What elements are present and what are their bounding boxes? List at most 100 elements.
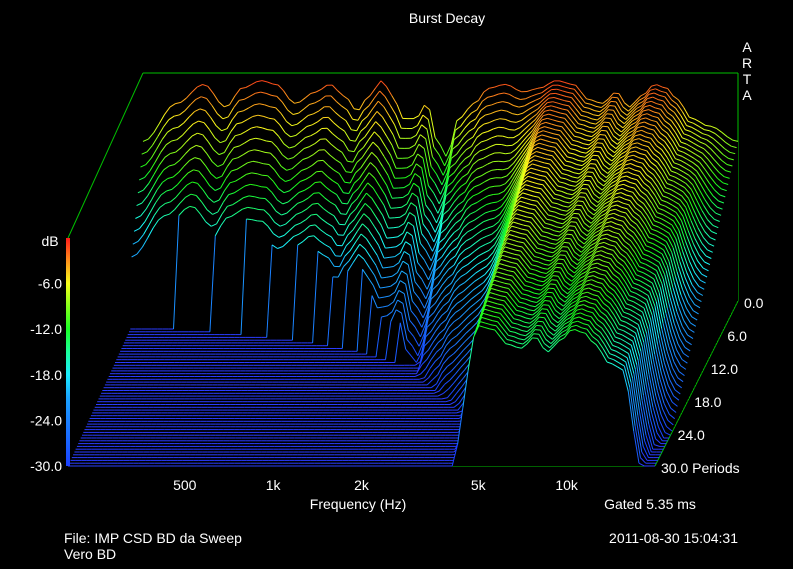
trace-segment [622,156,629,164]
trace-segment [319,95,326,101]
trace-segment [644,121,651,125]
trace-segment [577,217,584,228]
trace-segment [486,259,493,267]
trace-segment [436,285,443,295]
trace-segment [631,196,638,204]
trace-segment [681,175,688,180]
trace-segment [646,195,653,204]
trace-segment [541,152,548,156]
trace-segment [683,283,690,297]
trace-segment [639,171,646,180]
trace-segment [592,127,599,133]
trace-segment [428,280,435,305]
trace-segment [545,199,552,208]
trace-segment [181,184,188,192]
trace-segment [557,222,563,225]
trace-segment [525,95,532,100]
trace-segment [248,195,255,198]
trace-segment [272,180,280,189]
trace-segment [622,122,629,129]
trace-segment [457,136,464,145]
trace-segment [606,96,613,104]
trace-segment [704,261,711,266]
trace-segment [630,163,637,167]
trace-segment [615,127,622,133]
trace-segment [442,268,450,277]
trace-segment [426,240,433,252]
trace-segment [235,177,242,182]
trace-segment [424,340,431,347]
trace-segment [436,314,443,323]
trace-segment [669,148,676,159]
trace-segment [139,221,146,229]
trace-segment [367,108,374,117]
trace-segment [662,124,670,130]
trace-segment [659,153,667,162]
trace-segment [379,186,386,196]
trace-segment [685,241,692,256]
trace-segment [191,86,198,93]
trace-segment [623,183,630,188]
trace-segment [515,173,522,186]
trace-segment [498,228,505,243]
trace-segment [579,119,586,122]
trace-segment [352,221,359,231]
trace-segment [562,90,568,93]
trace-segment [484,267,491,275]
trace-segment [227,204,233,207]
trace-segment [651,100,657,105]
trace-segment [703,129,710,132]
trace-segment [505,83,511,87]
trace-segment [263,209,270,216]
trace-segment [636,129,642,133]
trace-segment [442,357,450,365]
trace-segment [612,200,619,203]
trace-segment [233,189,240,194]
trace-segment [587,130,594,133]
trace-segment [198,170,205,179]
trace-segment [579,169,586,175]
trace-segment [421,358,428,366]
trace-segment [682,111,689,122]
trace-segment [146,144,153,153]
trace-segment [601,184,608,191]
trace-segment [668,178,674,182]
trace-segment [536,169,542,172]
trace-segment [456,176,463,184]
trace-segment [433,365,440,371]
trace-segment [392,236,398,239]
trace-segment [699,141,706,145]
trace-segment [340,245,347,257]
trace-segment [636,179,643,188]
trace-segment [689,261,696,274]
trace-segment [432,342,439,351]
trace-segment [226,119,233,129]
trace-segment [417,153,424,159]
trace-segment [569,101,577,109]
trace-segment [638,106,645,115]
trace-segment [487,270,494,284]
trace-segment [632,192,639,200]
trace-segment [448,321,455,328]
trace-segment [713,138,720,144]
trace-segment [521,152,528,161]
trace-segment [517,209,523,212]
trace-segment [646,150,653,159]
trace-segment [483,219,490,223]
trace-segment [585,218,592,224]
trace-segment [518,162,525,174]
trace-segment [169,103,176,108]
trace-segment [149,161,156,172]
trace-segment [317,117,324,123]
trace-segment [551,105,557,108]
trace-segment [296,119,304,125]
trace-segment [386,237,393,239]
trace-segment [584,179,591,182]
trace-segment [433,146,440,156]
trace-segment [425,359,432,369]
trace-segment [434,219,442,233]
trace-segment [186,181,193,186]
trace-segment [632,173,639,177]
trace-segment [430,166,437,175]
trace-segment [567,174,573,178]
